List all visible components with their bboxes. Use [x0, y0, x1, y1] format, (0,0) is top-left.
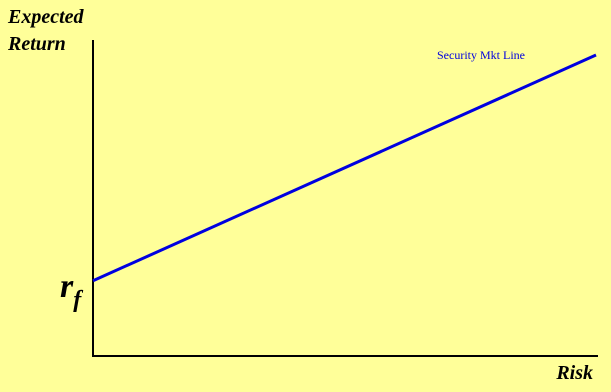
series-label-security-market-line: Security Mkt Line [437, 48, 525, 62]
series-layer [92, 53, 597, 283]
risk-free-rate-subscript: f [73, 287, 82, 313]
y-axis-label-line-2: Return [8, 33, 66, 55]
series-line-0 [92, 53, 597, 283]
risk-free-rate-symbol: r [60, 268, 74, 305]
risk-free-rate-tick-label: rf [60, 268, 81, 313]
y-axis-label-line-1: Expected [8, 6, 84, 28]
y-axis-label: Expected Return [8, 4, 84, 58]
x-axis-label: Risk [556, 362, 593, 384]
